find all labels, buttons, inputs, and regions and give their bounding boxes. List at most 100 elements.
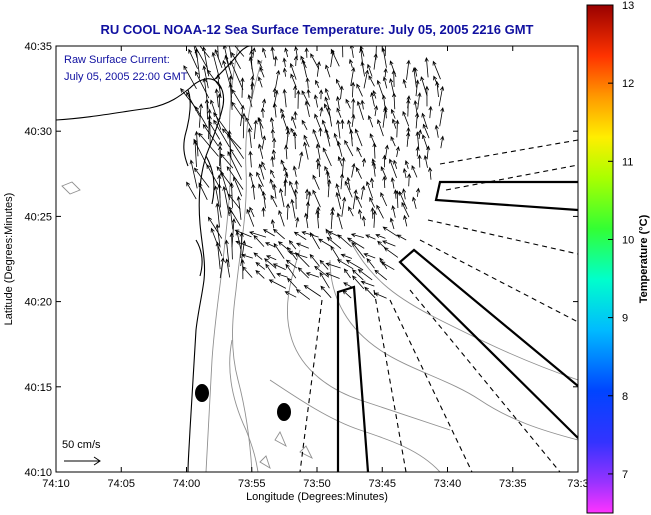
current-vector [326, 236, 342, 250]
current-vector [314, 265, 330, 278]
current-vector [297, 267, 309, 279]
current-vector [270, 128, 275, 139]
current-vector [289, 180, 297, 199]
current-vector [291, 115, 297, 129]
current-vector [380, 166, 387, 179]
current-vector [255, 269, 265, 279]
current-vector [227, 133, 245, 159]
current-vector [240, 239, 246, 267]
current-vector [395, 145, 400, 158]
scale-arrow [64, 456, 101, 466]
current-vector [208, 120, 221, 140]
current-vector [412, 196, 417, 209]
current-vector [309, 231, 320, 250]
current-vector [194, 46, 208, 68]
current-vector [216, 74, 222, 98]
current-vector [189, 159, 198, 189]
current-vector [316, 60, 321, 77]
current-vector [295, 242, 309, 249]
current-vector [424, 85, 430, 107]
x-tick-label: 73:35 [499, 478, 527, 490]
current-vector [312, 174, 320, 190]
x-tick-label: 74:05 [107, 478, 135, 490]
current-vector [333, 132, 340, 147]
current-vector [213, 112, 231, 137]
dashed-lane [409, 289, 561, 472]
current-vector [344, 139, 354, 157]
current-vector [317, 161, 322, 178]
current-vector [260, 107, 265, 118]
current-vector [371, 161, 376, 177]
current-vector [217, 183, 222, 208]
current-vector [233, 176, 243, 197]
current-vector [319, 259, 329, 270]
current-vector [284, 291, 297, 298]
current-vector [349, 46, 354, 58]
current-vector [363, 253, 376, 259]
current-vector [303, 134, 310, 148]
current-vector [214, 48, 223, 68]
current-vector [186, 181, 197, 200]
current-vector [420, 76, 428, 97]
current-vector [390, 176, 395, 189]
current-vector [248, 150, 253, 168]
current-vector [276, 272, 288, 278]
current-vector [258, 183, 266, 200]
current-vector [398, 190, 408, 210]
current-vector [345, 98, 351, 109]
current-vector [370, 206, 375, 219]
current-vector [195, 106, 209, 129]
current-vector [372, 210, 377, 228]
current-vector [193, 46, 198, 58]
current-vector [193, 138, 209, 168]
current-vector [440, 135, 445, 149]
current-vector [249, 206, 255, 218]
current-vector [215, 241, 221, 270]
current-vector [319, 106, 324, 117]
current-vector [304, 100, 310, 117]
current-vector [296, 89, 301, 109]
y-tick-label: 40:20 [24, 297, 52, 309]
current-vector [324, 96, 329, 107]
current-vector [396, 234, 407, 241]
current-vector [392, 92, 397, 110]
current-vector [391, 118, 397, 129]
current-vector [367, 114, 374, 128]
current-vector [215, 202, 220, 228]
current-vector [393, 159, 398, 170]
current-vector [257, 59, 263, 69]
current-vector [383, 247, 399, 258]
current-vector [228, 82, 233, 110]
current-vector [305, 272, 320, 278]
contour-line [232, 59, 263, 472]
current-vector [368, 75, 375, 87]
radar-site-marker [277, 403, 291, 421]
current-vector [336, 212, 343, 230]
current-vector [305, 77, 310, 89]
current-vector [439, 107, 445, 127]
current-vector [330, 245, 340, 260]
current-vector [282, 57, 287, 67]
current-vector [312, 128, 321, 148]
shipping-channels [336, 180, 578, 472]
current-vector [434, 124, 439, 138]
current-vector [403, 214, 408, 227]
current-vector [277, 241, 289, 250]
current-vector [336, 78, 341, 88]
colorbar-tick-label: 9 [622, 313, 628, 325]
current-vector [319, 271, 330, 289]
current-vector [198, 132, 219, 157]
current-vector [435, 80, 440, 98]
current-vector [253, 252, 263, 260]
current-vector [207, 216, 223, 239]
current-vector [356, 83, 363, 97]
current-vector [292, 131, 298, 150]
x-tick-label: 74:00 [173, 478, 201, 490]
current-vector [357, 269, 373, 281]
current-vector [351, 269, 364, 281]
current-vector [293, 231, 307, 240]
current-vector [301, 119, 308, 130]
current-vector [186, 91, 201, 117]
current-vector [301, 59, 308, 78]
current-vector [343, 268, 351, 279]
